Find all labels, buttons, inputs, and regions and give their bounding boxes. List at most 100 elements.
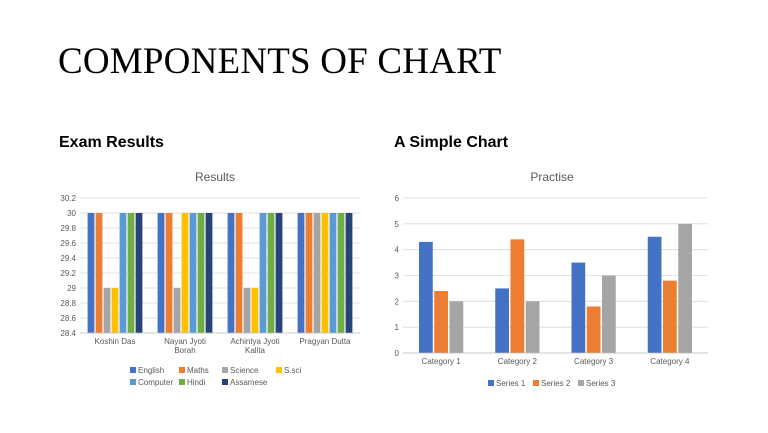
x-axis: Koshin Das Nayan Jyoti Borah Achintya Jyoti… [80, 332, 360, 355]
bar-maths-achintya-jyoti-kalita [235, 213, 243, 333]
legend-swatch-s-sci [276, 367, 282, 373]
y-tick-label: 6 [395, 194, 400, 203]
y-tick-label: 5 [395, 220, 400, 229]
bar-s-sci-nayan-jyoti-borah [181, 213, 189, 333]
bar-s-sci-achintya-jyoti-kalita [251, 288, 259, 333]
y-tick-label: 28.6 [60, 314, 76, 323]
bar-hindi-pragyan-dutta [337, 213, 345, 333]
bar-assamese-koshin-das [135, 213, 143, 333]
legend-swatch-series-1 [488, 380, 494, 386]
bar-s-sci-koshin-das [111, 288, 119, 333]
x-axis: Category 1 Category 2 Category 3 Category 4 [403, 352, 708, 366]
bar-hindi-nayan-jyoti-borah [197, 213, 205, 333]
bar-english-koshin-das [87, 213, 95, 333]
y-tick-label: 30.2 [60, 194, 76, 203]
exam-results-chart: Results 30.2 30 29.8 29.6 29.4 29.2 29 28.8 28.6… [60, 170, 360, 387]
y-tick-label: 1 [395, 323, 400, 332]
bar-science-pragyan-dutta [313, 213, 321, 333]
bar-series-2-category-2 [510, 239, 525, 353]
y-tick-label: 29.6 [60, 239, 76, 248]
bar-computer-achintya-jyoti-kalita [259, 213, 267, 333]
legend-swatch-english [130, 367, 136, 373]
bar-series-2-category-1 [434, 291, 448, 353]
legend-label-computer: Computer [138, 378, 173, 387]
y-tick-label: 3 [395, 272, 400, 281]
legend-swatch-series-3 [578, 380, 584, 386]
x-tick-label: Category 2 [498, 357, 538, 366]
bar-science-nayan-jyoti-borah [173, 288, 181, 333]
bar-hindi-koshin-das [127, 213, 135, 333]
y-tick-label: 29.8 [60, 224, 76, 233]
bar-hindi-achintya-jyoti-kalita [267, 213, 275, 333]
exam-results-heading: Exam Results [59, 134, 164, 151]
legend-swatch-series-2 [533, 380, 539, 386]
legend-swatch-computer [130, 379, 136, 385]
bar-assamese-pragyan-dutta [345, 213, 353, 333]
bar-series-2-category-3 [586, 306, 601, 353]
x-tick-label: Achintya Jyoti Kalita [230, 337, 280, 355]
legend-label-series-2: Series 2 [541, 379, 571, 388]
legend-swatch-maths [179, 367, 185, 373]
x-tick-label: Koshin Das [95, 337, 136, 346]
bar-english-nayan-jyoti-borah [157, 213, 165, 333]
bar-s-sci-pragyan-dutta [321, 213, 329, 333]
bar-maths-koshin-das [95, 213, 103, 333]
legend-label-s-sci: S.sci [284, 366, 302, 375]
legend-label-assamese: Assamese [230, 378, 268, 387]
bar-science-achintya-jyoti-kalita [243, 288, 251, 333]
bar-computer-nayan-jyoti-borah [189, 213, 197, 333]
legend: English Maths Science S.sci Computer Hindi Ass… [130, 366, 302, 387]
bar-english-achintya-jyoti-kalita [227, 213, 235, 333]
bar-series-3-category-1 [449, 301, 464, 353]
legend-swatch-science [222, 367, 228, 373]
bars [419, 223, 692, 353]
legend-label-series-1: Series 1 [496, 379, 526, 388]
legend-label-maths: Maths [187, 366, 209, 375]
y-tick-label: 29.2 [60, 269, 76, 278]
bar-computer-koshin-das [119, 213, 127, 333]
bar-series-1-category-2 [495, 288, 509, 353]
bar-series-3-category-3 [602, 275, 616, 353]
x-tick-label: Nayan Jyoti Borah [164, 337, 206, 355]
bar-series-3-category-2 [525, 301, 540, 353]
legend-swatch-hindi [179, 379, 185, 385]
gridlines [403, 197, 708, 354]
simple-chart-heading: A Simple Chart [394, 134, 509, 151]
bar-assamese-nayan-jyoti-borah [205, 213, 213, 333]
y-tick-label: 0 [395, 349, 400, 358]
legend-label-series-3: Series 3 [586, 379, 616, 388]
legend-label-hindi: Hindi [187, 378, 205, 387]
bar-english-pragyan-dutta [297, 213, 305, 333]
chart-title: Results [195, 170, 235, 184]
legend-swatch-assamese [222, 379, 228, 385]
y-tick-label: 30 [67, 209, 76, 218]
bar-series-2-category-4 [663, 280, 677, 353]
y-tick-label: 28.8 [60, 299, 76, 308]
bars [87, 213, 353, 333]
bar-series-1-category-3 [571, 262, 586, 353]
y-tick-label: 29.4 [60, 254, 76, 263]
y-tick-label: 29 [67, 284, 76, 293]
bar-maths-pragyan-dutta [305, 213, 313, 333]
bar-science-koshin-das [103, 288, 111, 333]
bar-maths-nayan-jyoti-borah [165, 213, 173, 333]
legend: Series 1 Series 2 Series 3 [488, 379, 616, 388]
x-tick-label: Pragyan Dutta [299, 337, 351, 346]
chart-title: Practise [530, 170, 574, 184]
x-tick-label: Category 4 [650, 357, 690, 366]
bar-computer-pragyan-dutta [329, 213, 337, 333]
legend-label-science: Science [230, 366, 259, 375]
bar-assamese-achintya-jyoti-kalita [275, 213, 283, 333]
legend-label-english: English [138, 366, 164, 375]
bar-series-3-category-4 [678, 223, 692, 353]
x-tick-label: Category 1 [422, 357, 462, 366]
y-axis: 30.2 30 29.8 29.6 29.4 29.2 29 28.8 28.6 28.4 [60, 194, 76, 338]
y-tick-label: 28.4 [60, 329, 76, 338]
bar-series-1-category-1 [419, 241, 433, 353]
y-tick-label: 2 [395, 297, 400, 306]
y-tick-label: 4 [395, 246, 400, 255]
y-axis: 6 5 4 3 2 1 0 [395, 194, 400, 358]
x-tick-label: Category 3 [574, 357, 614, 366]
slide-title: COMPONENTS OF CHART [58, 41, 502, 82]
